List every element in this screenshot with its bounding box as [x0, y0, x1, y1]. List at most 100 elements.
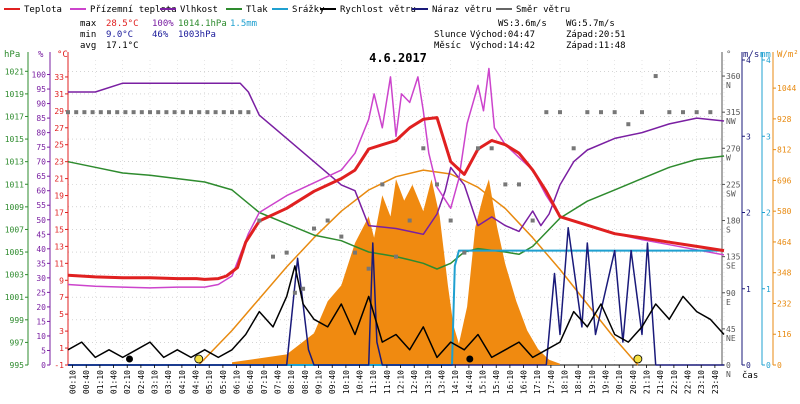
- radiation-tick-label: 0: [777, 361, 782, 370]
- winddir-compass-label: N: [726, 370, 731, 379]
- legend-item: Náraz větru: [412, 5, 492, 15]
- moon-marker: [126, 355, 133, 363]
- sun-moon-info: WS:3.6m/s WG:5.7m/s Slunce Východ:04:47 …: [434, 19, 626, 51]
- x-tick-label: 17:10: [533, 370, 542, 394]
- radiation-tick-label: 348: [777, 269, 792, 278]
- humidity-tick-label: 45: [36, 230, 46, 239]
- humidity-tick-label: 50: [36, 216, 46, 225]
- unit-mm: mm: [760, 50, 771, 60]
- rain-tick-label: 4: [766, 56, 771, 65]
- temperature-tick-label: 19: [54, 192, 64, 201]
- wind-direction-point: [339, 234, 344, 239]
- winddir-compass-label: E: [726, 298, 731, 307]
- wind-direction-point: [571, 146, 576, 151]
- x-tick-label: 16:10: [506, 370, 515, 394]
- winddir-tick-label: 360: [726, 72, 741, 81]
- wind-direction-point: [489, 146, 494, 151]
- x-tick-label: 19:40: [602, 370, 611, 394]
- wind-direction-point: [558, 110, 562, 115]
- unit-hpa: hPa: [4, 50, 20, 60]
- x-tick-label: 23:40: [711, 370, 720, 394]
- sun-set: Západ:20:51: [566, 30, 626, 40]
- legend-label: Přízemní teplota: [90, 5, 177, 15]
- x-tick-label: 06:10: [233, 370, 242, 394]
- legend-item: Tlak: [226, 5, 268, 15]
- windspeed-tick-label: 0: [746, 361, 751, 370]
- legend-item: Srážky: [272, 5, 325, 15]
- wind-direction-point: [462, 250, 467, 255]
- temperature-tick-label: 5: [59, 310, 64, 319]
- wind-direction-point: [353, 250, 357, 255]
- series-tlak: [67, 155, 725, 270]
- temperature-tick-label: 11: [54, 259, 64, 268]
- radiation-tick-label: 580: [777, 207, 792, 216]
- series-rychlost-v-tru: [67, 265, 725, 359]
- x-tick-label: 18:40: [574, 370, 583, 394]
- wind-direction-point: [74, 110, 79, 115]
- humidity-tick-label: 20: [36, 303, 46, 312]
- wind-direction-point: [98, 110, 103, 115]
- wind-direction-point: [612, 110, 617, 115]
- wind-direction-point: [599, 110, 603, 115]
- wind-direction-point: [640, 110, 644, 115]
- x-tick-label: 02:10: [123, 370, 132, 394]
- pressure-tick-label: 1005: [5, 248, 24, 257]
- x-tick-label: 07:10: [260, 370, 269, 394]
- legend-item: Vlhkost: [160, 5, 218, 15]
- humidity-tick-label: 55: [36, 201, 46, 210]
- temperature-tick-label: 29: [54, 107, 64, 116]
- wind-direction-point: [107, 110, 111, 115]
- pressure-tick-label: 1001: [5, 293, 24, 302]
- winddir-compass-label: S: [726, 226, 731, 235]
- wind-direction-point: [366, 266, 371, 271]
- plot-area: [66, 67, 725, 366]
- rain-tick-label: 3: [766, 132, 771, 141]
- moonrise-marker: [466, 355, 474, 363]
- stats-avg-label: avg: [80, 41, 96, 51]
- legend-item: Směr větru: [496, 5, 570, 15]
- x-tick-label: 04:40: [192, 370, 201, 394]
- temperature-tick-label: 7: [59, 293, 64, 302]
- wind-direction-point: [197, 110, 202, 115]
- stats-min-temp: 9.0°C: [106, 30, 133, 40]
- wind-direction-point: [681, 110, 685, 115]
- winddir-compass-label: W: [726, 153, 731, 162]
- radiation-tick-label: 232: [777, 299, 792, 308]
- x-tick-label: 16:40: [520, 370, 529, 394]
- series-n-raz-v-tru: [68, 227, 724, 366]
- series-slunce: [198, 169, 639, 366]
- wind-direction-point: [380, 182, 385, 187]
- temperature-tick-label: 27: [54, 124, 64, 133]
- temperature-tick-label: 1: [59, 344, 64, 353]
- series-vlhkost: [68, 82, 725, 236]
- legend-label: Náraz větru: [432, 5, 492, 15]
- sunset-marker: [633, 354, 643, 364]
- wind-direction-point: [238, 110, 243, 115]
- temperature-tick-label: 15: [54, 225, 64, 234]
- x-tick-label: 08:10: [287, 370, 296, 394]
- legend-label: Rychlost větru: [340, 5, 416, 15]
- temperature-tick-label: 13: [54, 242, 64, 251]
- wind-direction-point: [312, 226, 316, 231]
- x-tick-label: 09:10: [315, 370, 324, 394]
- humidity-tick-label: 35: [36, 259, 46, 268]
- humidity-tick-label: 5: [41, 346, 46, 355]
- winddir-tick-label: 45: [726, 325, 736, 334]
- winddir-compass-label: SW: [726, 189, 736, 198]
- humidity-tick-label: 70: [36, 158, 46, 167]
- wind-speed-avg: WS:3.6m/s: [498, 19, 547, 29]
- wind-direction-point: [180, 110, 185, 115]
- legend: Teplota Přízemní teplota Vlhkost Tlak Srážky…: [4, 5, 570, 15]
- x-tick-label: 13:10: [424, 370, 433, 394]
- pressure-tick-label: 997: [10, 338, 25, 347]
- wind-direction-point: [585, 110, 590, 115]
- rain-tick-label: 2: [766, 209, 771, 218]
- legend-label: Srážky: [292, 5, 325, 15]
- pressure-tick-label: 1011: [5, 180, 24, 189]
- wind-direction-point: [156, 110, 161, 115]
- windspeed-tick-label: 2: [746, 209, 751, 218]
- radiation-tick-label: 928: [777, 115, 792, 124]
- sun-rise: Východ:04:47: [470, 30, 535, 40]
- legend-item: Rychlost větru: [320, 5, 416, 15]
